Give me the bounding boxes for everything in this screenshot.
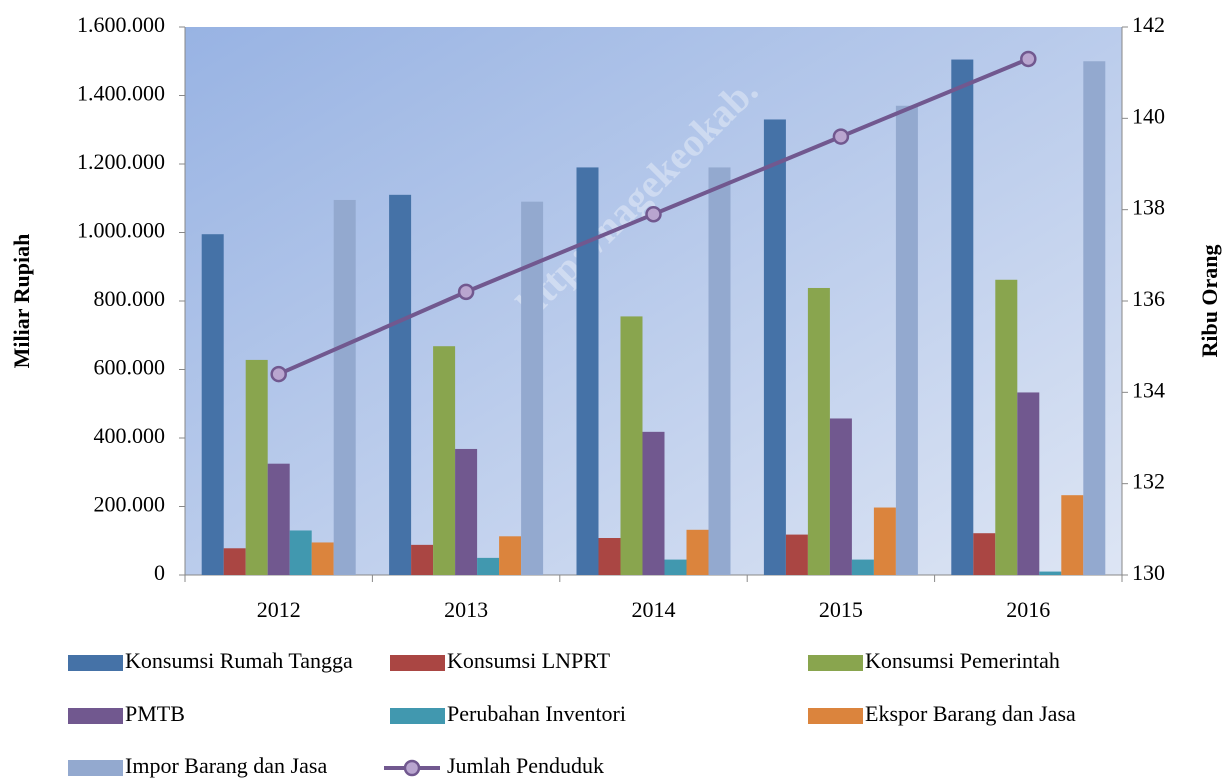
y-tick-label: 1.200.000 — [77, 149, 165, 174]
bar — [951, 59, 974, 576]
legend-swatch — [390, 655, 445, 671]
y2-tick-label: 140 — [1132, 103, 1165, 128]
x-tick-label: 2015 — [819, 597, 863, 622]
bar — [389, 194, 412, 575]
bar — [708, 167, 731, 576]
bar — [311, 542, 334, 575]
bar — [785, 534, 808, 575]
x-tick-label: 2014 — [632, 597, 676, 622]
legend-swatch — [808, 708, 863, 724]
bar — [576, 167, 599, 576]
bar — [477, 557, 500, 575]
x-tick-label: 2013 — [444, 597, 488, 622]
bar — [499, 536, 522, 575]
bar — [829, 418, 852, 575]
legend-label: Konsumsi LNPRT — [447, 648, 611, 673]
bar — [433, 346, 456, 575]
y2-tick-label: 142 — [1132, 12, 1165, 37]
y-tick-label: 1.000.000 — [77, 218, 165, 243]
y-tick-label: 0 — [154, 560, 165, 585]
line-marker — [645, 205, 662, 223]
legend-swatch — [808, 655, 863, 671]
bar — [873, 507, 896, 575]
legend-label: Ekspor Barang dan Jasa — [865, 701, 1076, 726]
bar — [455, 448, 478, 575]
bar — [851, 559, 874, 575]
y2-tick-label: 134 — [1132, 377, 1165, 402]
bar — [245, 359, 268, 575]
bar — [598, 538, 621, 575]
bar — [763, 119, 786, 575]
line-marker — [1020, 50, 1037, 68]
y2-tick-label: 130 — [1132, 560, 1165, 585]
y2-axis-title: Ribu Orang — [1197, 244, 1222, 357]
line-marker — [270, 365, 287, 383]
bar — [411, 544, 434, 575]
y-tick-label: 1.400.000 — [77, 81, 165, 106]
line-marker — [457, 283, 475, 301]
y-axis-title: Miliar Rupiah — [9, 234, 34, 369]
legend-label: Konsumsi Rumah Tangga — [125, 648, 353, 673]
legend-label: PMTB — [125, 701, 185, 726]
y-tick-label: 200.000 — [94, 492, 166, 517]
legend-marker — [403, 759, 421, 777]
legend-label: Jumlah Penduduk — [447, 753, 604, 778]
bar — [267, 463, 290, 575]
bar — [1039, 571, 1062, 575]
bar — [1083, 61, 1106, 575]
bar — [289, 530, 312, 575]
bar — [223, 548, 246, 575]
legend-label: Impor Barang dan Jasa — [125, 753, 327, 778]
legend-swatch — [390, 708, 445, 724]
bar — [333, 199, 356, 575]
y-tick-label: 1.600.000 — [77, 12, 165, 37]
line-marker — [832, 128, 850, 145]
bar — [995, 279, 1018, 575]
bar — [686, 529, 709, 575]
legend-swatch — [68, 760, 123, 776]
x-tick-label: 2016 — [1006, 597, 1050, 622]
y2-tick-label: 138 — [1132, 195, 1165, 220]
bar — [620, 316, 643, 575]
y2-tick-label: 132 — [1132, 469, 1165, 494]
y-tick-label: 600.000 — [94, 355, 166, 380]
x-tick-label: 2012 — [257, 597, 301, 622]
bar — [201, 234, 224, 575]
legend-swatch — [68, 655, 123, 671]
bar — [1061, 495, 1084, 575]
y-tick-label: 400.000 — [94, 423, 166, 448]
legend-label: Perubahan Inventori — [447, 701, 626, 726]
bar — [1017, 392, 1040, 575]
bar — [895, 105, 918, 576]
bar — [521, 201, 544, 576]
y-tick-label: 800.000 — [94, 286, 166, 311]
bar — [807, 287, 830, 575]
bar — [664, 559, 687, 575]
y2-tick-label: 136 — [1132, 286, 1165, 311]
bar — [973, 533, 996, 575]
bar — [642, 431, 665, 575]
legend-swatch — [68, 708, 123, 724]
legend-label: Konsumsi Pemerintah — [865, 648, 1060, 673]
